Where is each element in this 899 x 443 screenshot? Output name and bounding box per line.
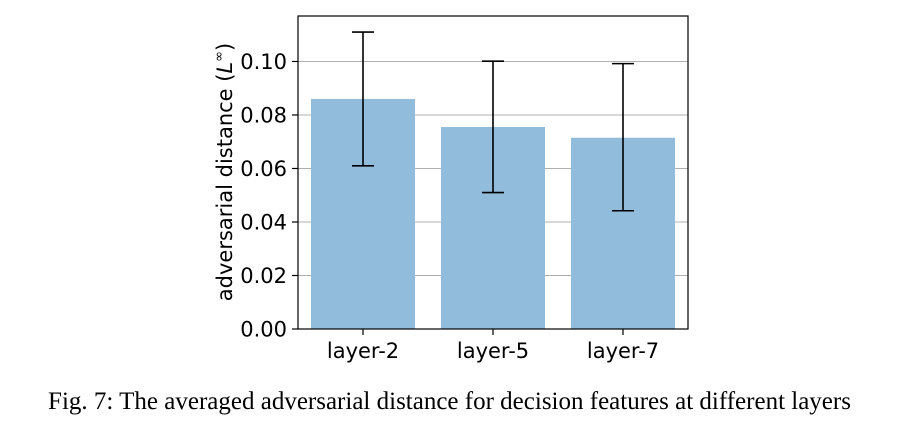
x-tick-label: layer-2 (327, 339, 399, 363)
error-bars (352, 31, 634, 212)
y-axis-label-main: adversarial distance ( (213, 74, 237, 302)
x-tick-label: layer-7 (587, 339, 659, 363)
y-axis-label-close: ) (213, 43, 237, 51)
x-axis-ticks: layer-2 layer-5 layer-7 (327, 329, 659, 363)
y-axis-label-symbol: L (213, 62, 237, 74)
figure-caption: Fig. 7: The averaged adversarial distanc… (48, 388, 851, 415)
y-tick-label: 0.00 (240, 318, 287, 342)
y-tick-label: 0.06 (240, 157, 287, 181)
y-tick-label: 0.10 (240, 50, 287, 74)
y-axis-ticks: 0.00 0.02 0.04 0.06 0.08 0.10 (240, 50, 298, 342)
y-tick-label: 0.08 (240, 103, 287, 127)
bar-chart: 0.000.020.040.060.080.10 layer-2 layer-5 l… (212, 15, 689, 363)
y-axis-label: adversarial distance (L∞) (212, 43, 237, 301)
y-tick-label: 0.02 (240, 264, 287, 288)
y-axis-label-superscript: ∞ (212, 51, 227, 62)
x-tick-label: layer-5 (457, 339, 529, 363)
y-tick-label: 0.04 (240, 210, 287, 234)
